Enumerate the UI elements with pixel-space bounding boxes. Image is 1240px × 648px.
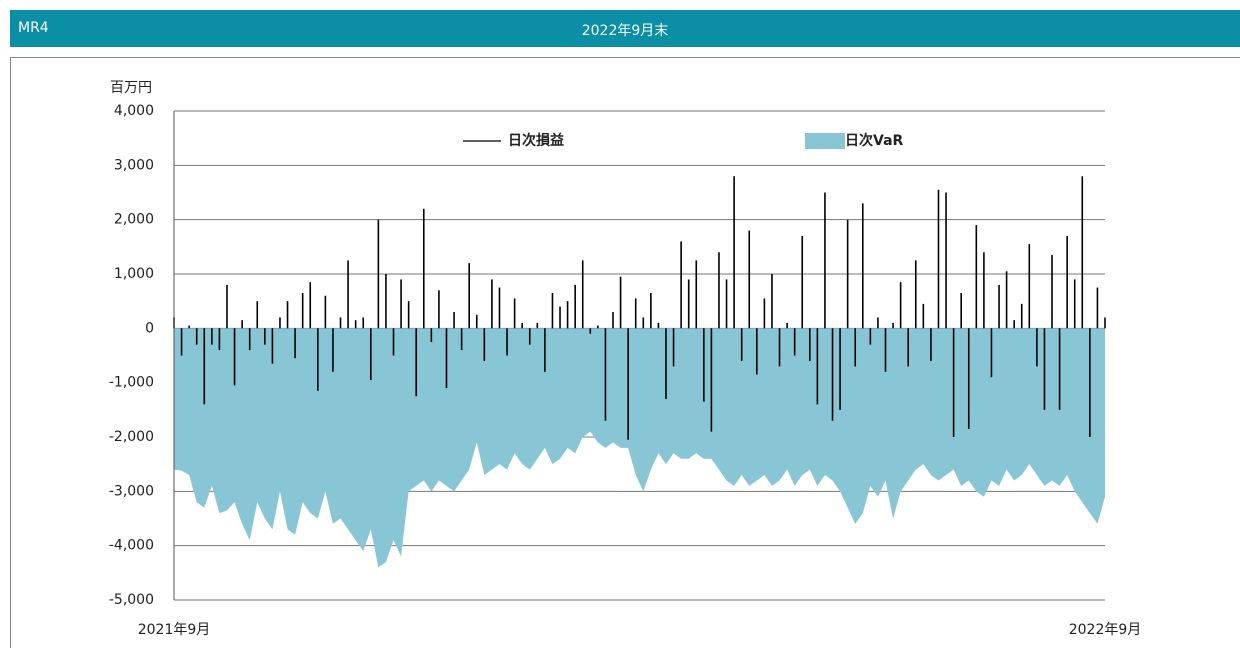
var-area (174, 328, 1105, 568)
y-tick-label: 4,000 (114, 103, 154, 119)
report-id: MR4 (18, 20, 49, 36)
header-bar: MR4 2022年9月末 (10, 10, 1240, 47)
x-tick-label: 2021年9月 (138, 622, 211, 638)
y-tick-label: 1,000 (114, 266, 154, 282)
y-tick-label: -1,000 (109, 375, 154, 391)
y-axis-label: 百万円 (110, 80, 152, 96)
legend-label: 日次VaR (845, 132, 904, 149)
legend-label: 日次損益 (508, 132, 564, 149)
y-tick-label: -2,000 (109, 429, 154, 445)
y-tick-label: -4,000 (109, 538, 154, 554)
y-tick-label: 2,000 (114, 212, 154, 228)
y-tick-label: 0 (145, 320, 154, 336)
y-tick-label: -3,000 (109, 483, 154, 499)
legend-swatch (805, 133, 845, 149)
x-tick-label: 2022年9月 (1069, 622, 1142, 638)
chart-frame (10, 57, 1240, 648)
header-title: 2022年9月末 (581, 23, 669, 39)
y-tick-label: -5,000 (109, 592, 154, 608)
y-tick-label: 3,000 (114, 157, 154, 173)
